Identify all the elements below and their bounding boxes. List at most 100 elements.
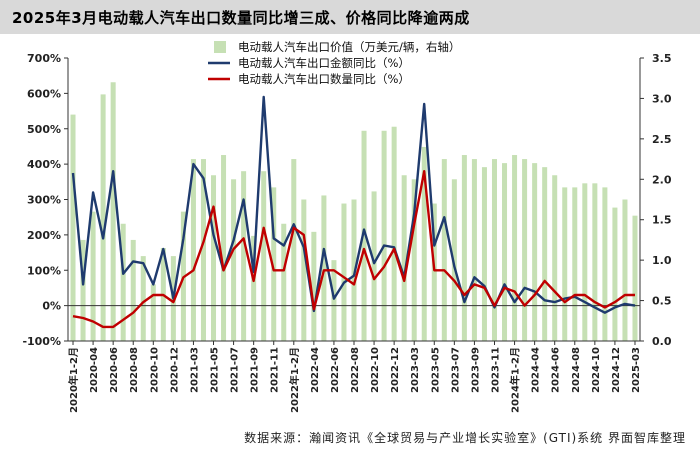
bar — [150, 284, 156, 341]
bar — [140, 256, 146, 341]
left-tick-label: 100% — [27, 264, 61, 277]
bar — [401, 175, 407, 341]
right-tick-label: 3.5 — [652, 52, 672, 65]
x-tick-label: 2020-08 — [129, 347, 140, 393]
x-tick-label: 2021-05 — [210, 347, 221, 393]
bar — [361, 130, 367, 341]
bar — [130, 239, 136, 341]
bar — [90, 211, 96, 341]
bar — [622, 199, 628, 341]
bar — [582, 183, 588, 341]
x-tick-label: 2020-06 — [109, 347, 120, 393]
x-tick-label: 2021-09 — [250, 347, 261, 393]
x-tick-label: 2022年1-2月 — [288, 347, 301, 413]
bar — [241, 171, 247, 341]
bar — [542, 167, 548, 341]
x-tick-label: 2022-08 — [350, 347, 361, 393]
right-tick-label: 3.0 — [652, 92, 672, 105]
chart-title: 2025年3月电动载人汽车出口数量同比增三成、价格同比降逾两成 — [12, 9, 470, 27]
x-tick-label: 2025-03 — [631, 347, 642, 393]
right-tick-label: 2.0 — [652, 173, 672, 186]
bar — [110, 82, 116, 341]
x-tick-label: 2022-06 — [330, 347, 341, 393]
bar — [371, 191, 377, 341]
bar — [562, 187, 568, 341]
bar — [341, 203, 347, 341]
bar — [491, 159, 497, 341]
bar — [461, 155, 467, 341]
legend-label: 电动载人汽车出口价值（万美元/辆，右轴） — [238, 40, 460, 54]
legend-swatch — [214, 41, 226, 53]
x-tick-label: 2023-07 — [450, 347, 461, 393]
x-tick-label: 2023-11 — [490, 347, 501, 393]
bar — [481, 167, 487, 341]
x-tick-label: 2020-12 — [169, 347, 180, 393]
chart-plot: -100% 0% 100% 200% 300% 400% 500% 600% 700% 0.0 0.… — [22, 40, 672, 413]
bar — [331, 260, 337, 341]
x-tick-label: 2023-09 — [470, 347, 481, 393]
bar — [281, 223, 287, 341]
x-tick-label: 2023-05 — [430, 347, 441, 393]
bar — [471, 159, 477, 341]
legend-label: 电动载人汽车出口数量同比（%） — [238, 72, 410, 86]
bar — [602, 187, 608, 341]
bar — [311, 231, 317, 341]
x-tick-label: 2024-04 — [531, 347, 542, 393]
x-tick-label: 2024年1-2月 — [509, 347, 522, 413]
right-tick-label: 1.0 — [652, 254, 672, 267]
bar — [552, 175, 558, 341]
x-tick-label: 2020-04 — [89, 347, 100, 393]
bar — [592, 183, 598, 341]
x-tick-label: 2024-08 — [571, 347, 582, 393]
x-tick-label: 2021-03 — [189, 347, 200, 393]
data-source-note: 数据来源：瀚闻资讯《全球贸易与产业增长实验室》(GTI)系统 界面智库整理 — [244, 431, 686, 445]
x-tick-label: 2024-12 — [611, 347, 622, 393]
bar — [391, 126, 397, 341]
x-tick-label: 2022-04 — [310, 347, 321, 393]
bar — [80, 239, 86, 341]
bar — [431, 203, 437, 341]
left-tick-label: 400% — [27, 158, 61, 171]
x-tick-label: 2024-06 — [551, 347, 562, 393]
right-tick-label: 0.5 — [652, 295, 672, 308]
bar — [451, 179, 457, 341]
bar — [200, 159, 206, 341]
bar — [221, 155, 227, 341]
right-tick-label: 2.5 — [652, 133, 672, 146]
title-bar: 2025年3月电动载人汽车出口数量同比增三成、价格同比降逾两成 — [0, 0, 700, 34]
x-tick-label: 2020-10 — [149, 347, 160, 393]
bar — [190, 159, 196, 341]
bar — [271, 187, 277, 341]
left-tick-label: -100% — [22, 335, 61, 348]
x-tick-label: 2021-11 — [270, 347, 281, 393]
bar — [211, 175, 217, 341]
bar — [522, 159, 528, 341]
bar — [572, 187, 578, 341]
left-tick-label: 700% — [27, 52, 61, 65]
amount-yoy-line — [71, 95, 636, 314]
bar — [261, 171, 267, 341]
right-tick-label: 1.5 — [652, 214, 672, 227]
bar — [291, 159, 297, 341]
legend-label: 电动载人汽车出口金额同比（%） — [238, 56, 410, 70]
bar — [301, 199, 307, 341]
x-tick-label: 2022-12 — [390, 347, 401, 393]
bar — [120, 223, 126, 341]
bar — [532, 163, 538, 341]
x-tick-label: 2023-03 — [410, 347, 421, 393]
bar — [231, 179, 237, 341]
quantity-yoy-line — [72, 169, 635, 329]
bar — [321, 195, 327, 341]
bar — [502, 163, 508, 341]
bar — [612, 207, 618, 341]
right-tick-label: 0.0 — [652, 335, 672, 348]
bar — [381, 130, 387, 341]
bar — [441, 159, 447, 341]
bar — [421, 146, 427, 341]
bar — [632, 215, 638, 341]
x-tick-label: 2022-10 — [370, 347, 381, 393]
x-tick-label: 2024-10 — [591, 347, 602, 393]
x-tick-label: 2021-07 — [230, 347, 241, 393]
left-tick-label: 0% — [42, 300, 61, 313]
